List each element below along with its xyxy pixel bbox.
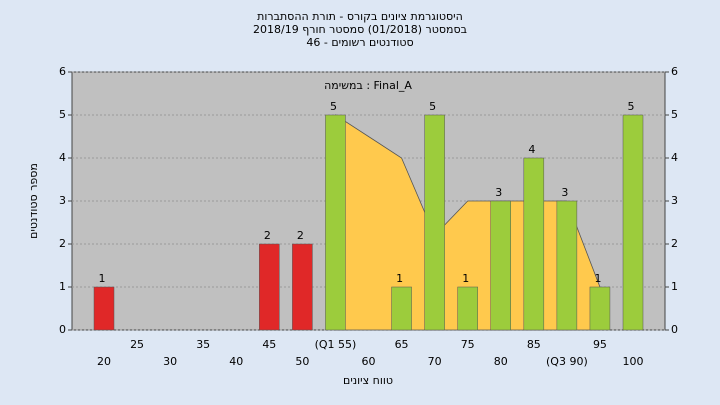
data-label: 1: [594, 272, 601, 285]
data-label: 3: [561, 186, 568, 199]
bar: [259, 243, 280, 331]
y2-tick-label: 5: [671, 108, 678, 121]
x-tick-label: 35: [196, 338, 210, 351]
x-tick-label: 60: [362, 355, 376, 368]
bar: [292, 243, 313, 331]
x-tick-label: 30: [163, 355, 177, 368]
data-label: 3: [495, 186, 502, 199]
x-tick-label: 100: [623, 355, 644, 368]
y-tick-label: 3: [59, 194, 66, 207]
x-tick-label: 40: [229, 355, 243, 368]
x-tick-label: (Q3 90): [546, 355, 588, 368]
y2-tick-label: 1: [671, 280, 678, 293]
bar: [556, 200, 578, 331]
y-tick-label: 1: [59, 280, 66, 293]
title-line: היסטוגרמת ציונים בקורס - תורת ההסתברות: [257, 10, 463, 23]
data-label: 2: [264, 229, 271, 242]
y2-tick-label: 0: [671, 323, 678, 336]
data-label: 1: [99, 272, 106, 285]
y2-tick-label: 2: [671, 237, 678, 250]
data-label: 1: [396, 272, 403, 285]
bar: [325, 114, 346, 331]
bar: [622, 114, 644, 331]
y2-tick-label: 3: [671, 194, 678, 207]
annotation: במשימה : Final_A: [324, 79, 412, 92]
x-tick-label: 85: [527, 338, 541, 351]
x-tick-label: 50: [295, 355, 309, 368]
y-tick-label: 6: [59, 65, 66, 78]
data-label: 1: [462, 272, 469, 285]
y-axis-label: מספר סטודנטים: [27, 163, 40, 239]
title-line: סטודנטים רשומים - 46: [306, 36, 413, 49]
x-tick-label: (Q1 55): [315, 338, 357, 351]
bar: [93, 286, 115, 331]
title-line: בסמסטר (01/2018) סמסטר חורף 2018/19: [253, 23, 467, 36]
x-tick-label: 25: [130, 338, 144, 351]
data-label: 5: [330, 100, 337, 113]
data-label: 5: [628, 100, 635, 113]
y-tick-label: 5: [59, 108, 66, 121]
bar: [424, 114, 445, 331]
data-label: 5: [429, 100, 436, 113]
bar: [589, 286, 611, 331]
x-tick-label: 95: [593, 338, 607, 351]
bar: [457, 286, 478, 331]
y-tick-label: 2: [59, 237, 66, 250]
y2-tick-label: 4: [671, 151, 678, 164]
x-tick-label: 45: [262, 338, 276, 351]
x-tick-label: 80: [494, 355, 508, 368]
y2-tick-label: 6: [671, 65, 678, 78]
y-tick-label: 0: [59, 323, 66, 336]
data-label: 4: [528, 143, 535, 156]
x-tick-label: 20: [97, 355, 111, 368]
bar: [391, 286, 412, 331]
x-tick-label: 75: [461, 338, 475, 351]
x-axis-label: טווח ציונים: [343, 374, 393, 387]
x-tick-label: 65: [395, 338, 409, 351]
data-label: 2: [297, 229, 304, 242]
x-tick-label: 70: [428, 355, 442, 368]
bar: [523, 157, 545, 331]
y-tick-label: 4: [59, 151, 66, 164]
bar: [490, 200, 511, 331]
